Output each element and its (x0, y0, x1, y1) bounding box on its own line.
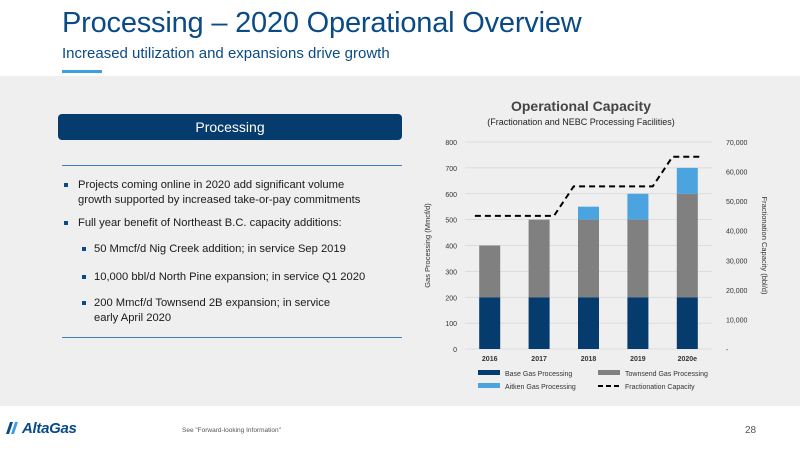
altagas-logo: AltaGas (22, 420, 77, 437)
bullet-text: 200 Mmcf/d Townsend 2B expansion; in ser… (94, 297, 331, 309)
chart-subtitle: (Fractionation and NEBC Processing Facil… (487, 117, 675, 127)
bar-segment (627, 297, 649, 349)
bar-segment (578, 297, 599, 349)
y2-tick-label: 50,000 (726, 199, 748, 206)
bullet-item: 50 Mmcf/d Nig Creek addition; in service… (80, 242, 346, 257)
bullet-marker-icon (82, 275, 86, 279)
x-tick-label: 2019 (630, 356, 646, 363)
bullet-text: 10,000 bbl/d North Pine expansion; in se… (94, 271, 366, 283)
legend-label: Townsend Gas Processing (625, 371, 708, 378)
title-accent-line (62, 70, 102, 73)
bullet-item: Full year benefit of Northeast B.C. capa… (62, 216, 342, 231)
x-tick-label: 2017 (531, 356, 547, 363)
bar-segment (676, 193, 698, 298)
bar-segment (627, 193, 649, 220)
bar-segment (676, 297, 698, 349)
legend-label: Aitken Gas Processing (505, 384, 576, 391)
bullet-item: 200 Mmcf/d Townsend 2B expansion; in ser… (80, 296, 330, 326)
bar-segment (627, 219, 649, 298)
bar-segment (528, 297, 550, 349)
y2-tick-label: 20,000 (726, 288, 748, 295)
y2-tick-label: 70,000 (726, 140, 748, 147)
bar-segment (578, 219, 599, 298)
y2-tick-label: 60,000 (726, 170, 748, 177)
bar-segment (479, 245, 501, 298)
page-number: 28 (745, 425, 757, 436)
chart-title: Operational Capacity (510, 98, 652, 114)
x-tick-label: 2018 (581, 356, 597, 363)
bullet-marker-icon (82, 301, 86, 305)
y2-tick-label: 30,000 (726, 258, 748, 265)
x-tick-label: 2020e (678, 356, 698, 363)
forward-looking-note[interactable]: See "Forward-looking Information" (182, 427, 281, 434)
bar-segment (528, 219, 550, 298)
y-tick-label: 100 (445, 321, 457, 328)
page-subtitle: Increased utilization and expansions dri… (62, 45, 390, 62)
divider-bottom (62, 337, 402, 338)
y-tick-label: 200 (445, 295, 457, 302)
y-tick-label: 500 (445, 218, 457, 225)
y2-tick-label: - (726, 347, 729, 354)
fractionation-capacity-line (474, 155, 703, 217)
divider-top (62, 165, 402, 166)
slide-footer (0, 406, 800, 450)
bullet-text: 50 Mmcf/d Nig Creek addition; in service… (94, 243, 346, 255)
bullet-marker-icon (64, 183, 68, 187)
bullet-text: early April 2020 (94, 312, 172, 324)
bullet-marker-icon (64, 221, 68, 225)
legend-swatch (598, 370, 620, 375)
legend-swatch (478, 370, 500, 375)
legend-swatch (478, 383, 500, 388)
slide-header: Processing – 2020 Operational Overview I… (0, 0, 800, 76)
y-tick-label: 300 (445, 269, 457, 276)
legend-label: Base Gas Processing (505, 371, 572, 378)
y2-tick-label: 10,000 (726, 317, 748, 324)
y-axis-title: Gas Processing (Mmcf/d) (423, 203, 432, 288)
bullet-marker-icon (82, 247, 86, 251)
section-label-processing: Processing (58, 114, 402, 140)
section-label-text: Processing (195, 119, 265, 135)
y-tick-label: 0 (453, 347, 457, 354)
x-tick-label: 2016 (482, 356, 498, 363)
bar-segment (479, 297, 501, 349)
y2-axis-title: Fractionation Capacity (bbl/d) (760, 197, 769, 295)
y-tick-label: 700 (445, 166, 457, 173)
page-title: Processing – 2020 Operational Overview (62, 7, 582, 39)
y-tick-label: 600 (445, 192, 457, 199)
bar-segment (676, 167, 698, 194)
y2-tick-label: 40,000 (726, 229, 748, 236)
y-tick-label: 400 (445, 244, 457, 251)
altagas-logo-mark-icon (6, 422, 18, 434)
bullet-item: 10,000 bbl/d North Pine expansion; in se… (80, 270, 365, 285)
bar-segment (578, 206, 599, 220)
legend-label: Fractionation Capacity (625, 384, 695, 391)
bullet-text: Projects coming online in 2020 add signi… (78, 179, 345, 191)
y-tick-label: 800 (445, 140, 457, 147)
bullet-text: Full year benefit of Northeast B.C. capa… (78, 217, 342, 229)
operational-capacity-chart: 0 100 200 300 400 500 600 700 800 - 10,000 20,000 30… (423, 140, 769, 391)
bullet-item: Projects coming online in 2020 add signi… (62, 178, 360, 208)
bullet-text: growth supported by increased take-or-pa… (78, 194, 361, 206)
